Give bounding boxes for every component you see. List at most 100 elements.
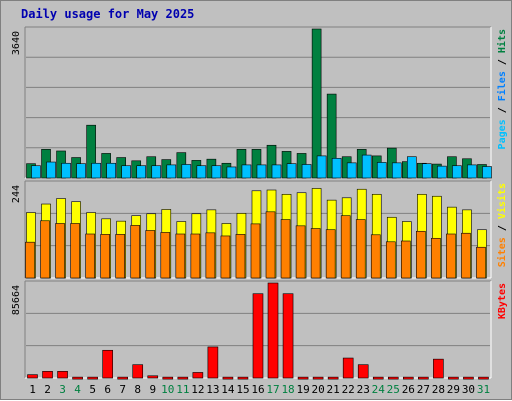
bar-kbytes — [132, 364, 144, 379]
bar-sites — [25, 241, 35, 279]
bar-kbytes — [297, 376, 309, 380]
x-tick-label: 19 — [296, 383, 309, 396]
bar-kbytes — [357, 364, 369, 379]
bar-files — [106, 162, 116, 179]
bar-sites — [70, 223, 80, 279]
bar-sites — [55, 223, 65, 279]
bar-kbytes — [147, 375, 159, 379]
bar-files — [181, 164, 192, 179]
bar-sites — [115, 234, 125, 279]
x-tick-label: 8 — [134, 383, 141, 396]
bar-kbytes — [342, 357, 354, 379]
bar-files — [91, 162, 101, 179]
bar-sites — [385, 241, 396, 279]
bar-files — [331, 158, 342, 179]
bar-kbytes — [252, 293, 264, 379]
x-tick-label: 13 — [206, 383, 219, 396]
bar-files — [437, 165, 447, 179]
legend-item-top: Pages — [497, 119, 508, 149]
bar-sites — [235, 234, 246, 279]
x-tick-label: 9 — [149, 383, 156, 396]
bar-files — [407, 156, 417, 179]
bar-files — [151, 165, 162, 179]
bar-kbytes — [102, 349, 113, 379]
bar-sites — [130, 225, 141, 279]
x-tick-label: 5 — [89, 383, 96, 396]
bar-sites — [205, 232, 216, 279]
bar-files — [376, 162, 387, 179]
legend-item-top: / — [497, 101, 508, 119]
bar-hits — [251, 149, 262, 179]
x-tick-label: 14 — [221, 383, 235, 396]
x-tick-label: 29 — [447, 383, 460, 396]
bar-kbytes — [162, 376, 174, 380]
bar-sites — [85, 233, 95, 279]
legend-item-top: Hits — [496, 29, 508, 53]
legend-item-middle: Sites — [496, 237, 508, 267]
bar-kbytes — [87, 376, 98, 380]
bar-files — [31, 165, 41, 179]
bar-files — [271, 164, 282, 179]
x-tick-label: 27 — [417, 383, 430, 396]
x-tick-label: 18 — [281, 383, 294, 396]
x-tick-label: 1 — [29, 383, 36, 396]
bar-kbytes — [372, 376, 384, 380]
legend-item-bottom: KBytes — [497, 283, 508, 319]
bar-files — [467, 164, 477, 179]
x-tick-label: 24 — [372, 383, 386, 396]
bar-sites — [431, 237, 441, 279]
bar-files — [166, 164, 177, 179]
bar-kbytes — [327, 376, 339, 380]
bar-sites — [220, 235, 231, 279]
legend-item-top: Files — [496, 71, 508, 101]
bar-kbytes — [463, 376, 474, 380]
bar-kbytes — [267, 282, 279, 379]
axis-max-label-bottom: 85664 — [11, 285, 22, 315]
x-tick-label: 26 — [402, 383, 415, 396]
bar-files — [61, 162, 71, 179]
bar-sites — [476, 246, 486, 279]
x-tick-label: 10 — [161, 383, 174, 396]
x-tick-label: 16 — [251, 383, 264, 396]
x-tick-label: 20 — [312, 383, 325, 396]
bar-sites — [461, 232, 471, 279]
bar-hits — [311, 28, 322, 179]
x-tick-label: 22 — [342, 383, 355, 396]
bar-files — [346, 162, 357, 179]
bar-files — [301, 164, 312, 179]
bar-sites — [416, 230, 426, 279]
bar-kbytes — [448, 376, 459, 380]
bar-kbytes — [207, 346, 219, 379]
legend-item-top: / — [497, 53, 508, 71]
bar-hits — [236, 149, 247, 179]
chart-title: Daily usage for May 2025 — [21, 7, 195, 21]
x-tick-label: 31 — [477, 383, 490, 396]
bar-files — [121, 165, 131, 179]
bar-kbytes — [222, 376, 234, 380]
bar-files — [196, 165, 207, 179]
bar-sites — [355, 219, 366, 279]
bar-sites — [295, 225, 306, 279]
bar-files — [76, 163, 86, 179]
bar-kbytes — [42, 371, 53, 379]
bar-files — [46, 161, 56, 179]
bar-files — [482, 166, 492, 179]
bar-kbytes — [312, 376, 324, 380]
bar-kbytes — [237, 376, 249, 380]
bar-sites — [370, 234, 381, 279]
bar-files — [316, 155, 327, 179]
bar-files — [211, 165, 222, 179]
bar-sites — [160, 232, 171, 279]
x-tick-label: 17 — [266, 383, 279, 396]
x-tick-label: 30 — [462, 383, 475, 396]
axis-max-label-top: 3640 — [11, 31, 22, 55]
x-tick-label: 7 — [119, 383, 126, 396]
bar-kbytes — [478, 376, 489, 380]
bar-hits — [86, 124, 96, 179]
bar-hits — [326, 93, 337, 179]
x-tick-label: 21 — [327, 383, 340, 396]
x-tick-label: 25 — [387, 383, 400, 396]
bar-files — [241, 164, 252, 179]
